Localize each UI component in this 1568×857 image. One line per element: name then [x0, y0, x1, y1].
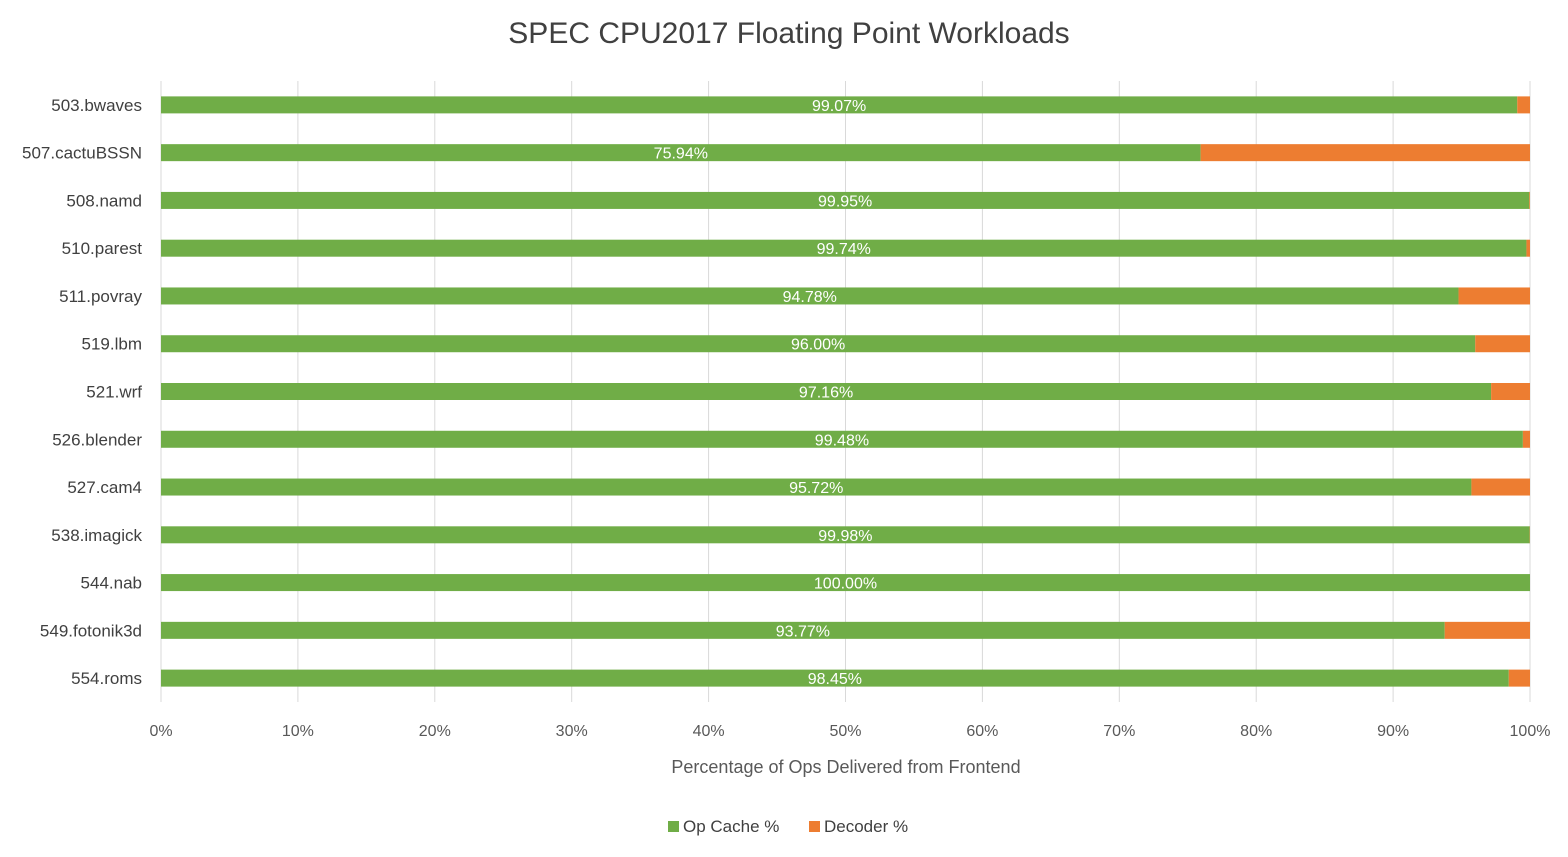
x-tick-label: 70% — [1103, 723, 1135, 740]
legend-swatch — [668, 821, 679, 832]
category-label: 511.povray — [59, 287, 142, 306]
x-tick-label: 10% — [282, 723, 314, 740]
bar-decoder — [1508, 669, 1530, 687]
bar-op-cache — [161, 430, 1523, 448]
category-label: 508.namd — [66, 191, 142, 210]
bar-op-cache — [161, 335, 1476, 353]
bar-op-cache — [161, 96, 1518, 114]
category-label: 521.wrf — [86, 383, 142, 402]
category-labels: 503.bwaves 507.cactuBSSN 508.namd 510.pares… — [22, 96, 143, 688]
bars — [161, 96, 1530, 687]
category-label: 526.blender — [52, 430, 142, 449]
data-label: 95.72% — [789, 480, 843, 497]
category-label: 549.fotonik3d — [40, 621, 142, 640]
bar-op-cache — [161, 287, 1459, 305]
category-label: 527.cam4 — [67, 478, 142, 497]
legend: Op Cache % Decoder % — [668, 817, 908, 836]
x-tick-label: 80% — [1240, 723, 1272, 740]
x-tick-label: 30% — [556, 723, 588, 740]
bar-op-cache — [161, 526, 1530, 544]
legend-label: Op Cache % — [683, 817, 779, 836]
bar-op-cache — [161, 478, 1472, 496]
bar-op-cache — [161, 144, 1201, 162]
category-label: 503.bwaves — [51, 96, 142, 115]
data-label: 99.07% — [812, 98, 866, 115]
legend-label: Decoder % — [824, 817, 908, 836]
data-label: 94.78% — [783, 289, 837, 306]
x-tick-label: 20% — [419, 723, 451, 740]
x-tick-label: 100% — [1510, 723, 1551, 740]
data-label: 75.94% — [654, 146, 708, 163]
chart-title: SPEC CPU2017 Floating Point Workloads — [508, 17, 1069, 50]
category-label: 554.roms — [71, 669, 142, 688]
bar-decoder — [1522, 430, 1530, 448]
bar-decoder — [1517, 96, 1530, 114]
bar-op-cache — [161, 383, 1492, 400]
bar-op-cache — [161, 239, 1527, 257]
bar-decoder — [1200, 144, 1530, 162]
bar-decoder — [1471, 478, 1530, 496]
x-tick-label: 0% — [149, 723, 172, 740]
bar-decoder — [1475, 335, 1530, 353]
bar-op-cache — [161, 191, 1530, 209]
legend-swatch — [809, 821, 820, 832]
data-label: 98.45% — [808, 671, 862, 688]
bar-op-cache — [161, 574, 1530, 592]
data-labels: 99.07% 75.94% 99.95% 99.74% 94.78% 96.00% 97.1… — [654, 98, 877, 688]
bar-decoder — [1458, 287, 1530, 305]
bar-decoder — [1491, 383, 1530, 400]
bar-decoder — [1529, 191, 1530, 209]
data-label: 99.98% — [818, 528, 872, 545]
category-label: 519.lbm — [82, 335, 142, 354]
x-tick-label: 50% — [829, 723, 861, 740]
category-label: 538.imagick — [51, 526, 142, 545]
data-label: 93.77% — [776, 623, 830, 640]
x-tick-labels: 0% 10% 20% 30% 40% 50% 60% 70% 80% 90% 100% — [149, 723, 1550, 740]
bar-decoder — [1526, 239, 1530, 257]
bar-op-cache — [161, 669, 1509, 687]
bar-decoder — [1444, 621, 1530, 639]
data-label: 96.00% — [791, 337, 845, 354]
x-axis-title: Percentage of Ops Delivered from Fronten… — [671, 757, 1020, 777]
data-label: 99.48% — [815, 432, 869, 449]
x-tick-label: 90% — [1377, 723, 1409, 740]
x-tick-label: 60% — [966, 723, 998, 740]
bar-op-cache — [161, 621, 1445, 639]
x-tick-label: 40% — [693, 723, 725, 740]
category-label: 510.parest — [62, 239, 143, 258]
data-label: 99.74% — [817, 241, 871, 258]
data-label: 99.95% — [818, 193, 872, 210]
category-label: 544.nab — [81, 574, 142, 593]
category-label: 507.cactuBSSN — [22, 144, 142, 163]
data-label: 100.00% — [814, 576, 877, 593]
data-label: 97.16% — [799, 385, 853, 402]
